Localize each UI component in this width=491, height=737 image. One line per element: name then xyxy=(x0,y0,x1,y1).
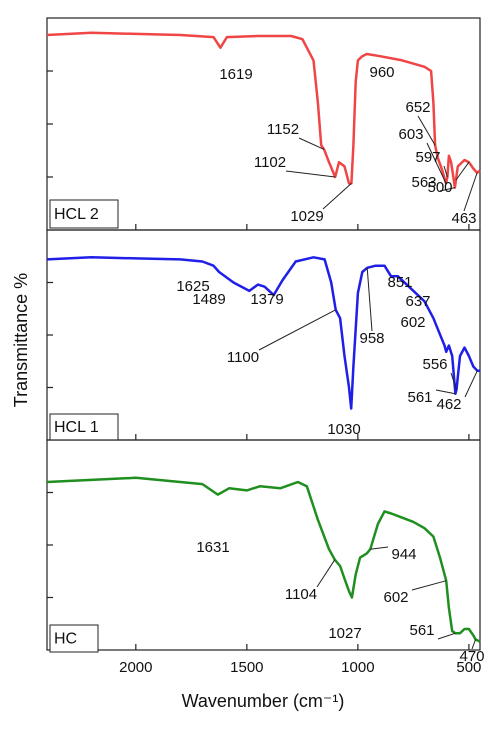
leader-line xyxy=(437,632,456,640)
peak-label: 500 xyxy=(427,179,452,196)
leader-line xyxy=(322,182,352,210)
y-axis-label: Transmittance % xyxy=(11,273,31,407)
leader-line xyxy=(455,161,470,181)
peak-label: 1104 xyxy=(285,586,317,603)
leader-line xyxy=(366,267,373,332)
peak-label: 602 xyxy=(383,589,408,606)
leader-line xyxy=(471,639,477,650)
peak-label: 1379 xyxy=(250,291,283,308)
legend-label: HCL 1 xyxy=(54,419,99,436)
peak-label: 1102 xyxy=(254,154,286,171)
peak-label: 561 xyxy=(409,622,434,639)
leader-line xyxy=(316,559,336,588)
peak-label: 563 xyxy=(411,174,436,191)
panel-frame xyxy=(46,229,481,441)
leader-line xyxy=(450,372,457,390)
peak-label: 637 xyxy=(405,293,430,310)
peak-label: 603 xyxy=(398,126,423,143)
x-tick-label: 1000 xyxy=(341,659,374,676)
spectrum-line xyxy=(46,256,480,410)
legend-box xyxy=(49,413,119,441)
x-tick-label: 1500 xyxy=(230,659,263,676)
peak-label: 1625 xyxy=(176,278,209,295)
leader-line xyxy=(463,172,478,212)
peak-label: 1029 xyxy=(290,208,323,225)
legend-label: HC xyxy=(54,631,77,648)
peak-label: 1619 xyxy=(219,66,252,83)
leader-line xyxy=(370,546,389,550)
leader-line xyxy=(285,170,336,178)
leader-line xyxy=(298,137,325,150)
peak-label: 958 xyxy=(359,330,384,347)
spectrum-line xyxy=(46,31,481,189)
peak-label: 1489 xyxy=(192,291,225,308)
leader-line xyxy=(464,370,478,398)
leader-line xyxy=(426,142,447,184)
peak-label: 1631 xyxy=(196,539,229,556)
peak-label: 851 xyxy=(387,274,412,291)
peak-label: 602 xyxy=(400,314,425,331)
peak-label: 462 xyxy=(436,396,461,413)
legend-box xyxy=(49,199,119,229)
spectrum-line xyxy=(46,476,481,643)
panel-frame xyxy=(46,17,481,231)
peak-label: 944 xyxy=(391,546,416,563)
legend-label: HCL 2 xyxy=(54,206,99,223)
peak-label: 652 xyxy=(405,99,430,116)
peak-label: 561 xyxy=(407,389,432,406)
x-tick-label: 2000 xyxy=(119,659,152,676)
peak-label: 470 xyxy=(459,648,484,665)
x-axis-label: Wavenumber (cm⁻¹) xyxy=(182,691,345,711)
leader-line xyxy=(417,115,436,146)
leader-line xyxy=(443,165,448,178)
leader-line xyxy=(411,580,447,591)
leader-line xyxy=(435,389,456,395)
peak-label: 597 xyxy=(415,149,440,166)
peak-label: 960 xyxy=(369,64,394,81)
peak-label: 1100 xyxy=(227,349,259,366)
peak-label: 556 xyxy=(422,356,447,373)
legend-box xyxy=(49,624,99,653)
leader-line xyxy=(258,309,336,351)
x-tick-label: 500 xyxy=(456,659,481,676)
peak-label: 1027 xyxy=(328,625,361,642)
peak-label: 463 xyxy=(451,210,476,227)
leader-line xyxy=(439,187,456,192)
peak-label: 1152 xyxy=(267,121,299,138)
peak-label: 1030 xyxy=(327,421,360,438)
